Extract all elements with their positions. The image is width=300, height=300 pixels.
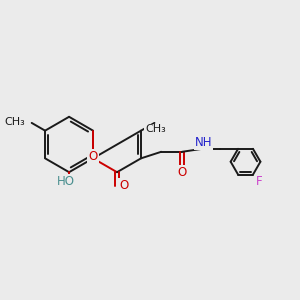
Text: CH₃: CH₃ [145,124,166,134]
Text: HO: HO [57,175,75,188]
Text: CH₃: CH₃ [4,117,25,127]
Text: O: O [88,150,98,163]
Text: O: O [178,166,187,178]
Text: F: F [256,175,262,188]
Text: NH: NH [195,136,212,149]
Text: O: O [119,179,128,192]
